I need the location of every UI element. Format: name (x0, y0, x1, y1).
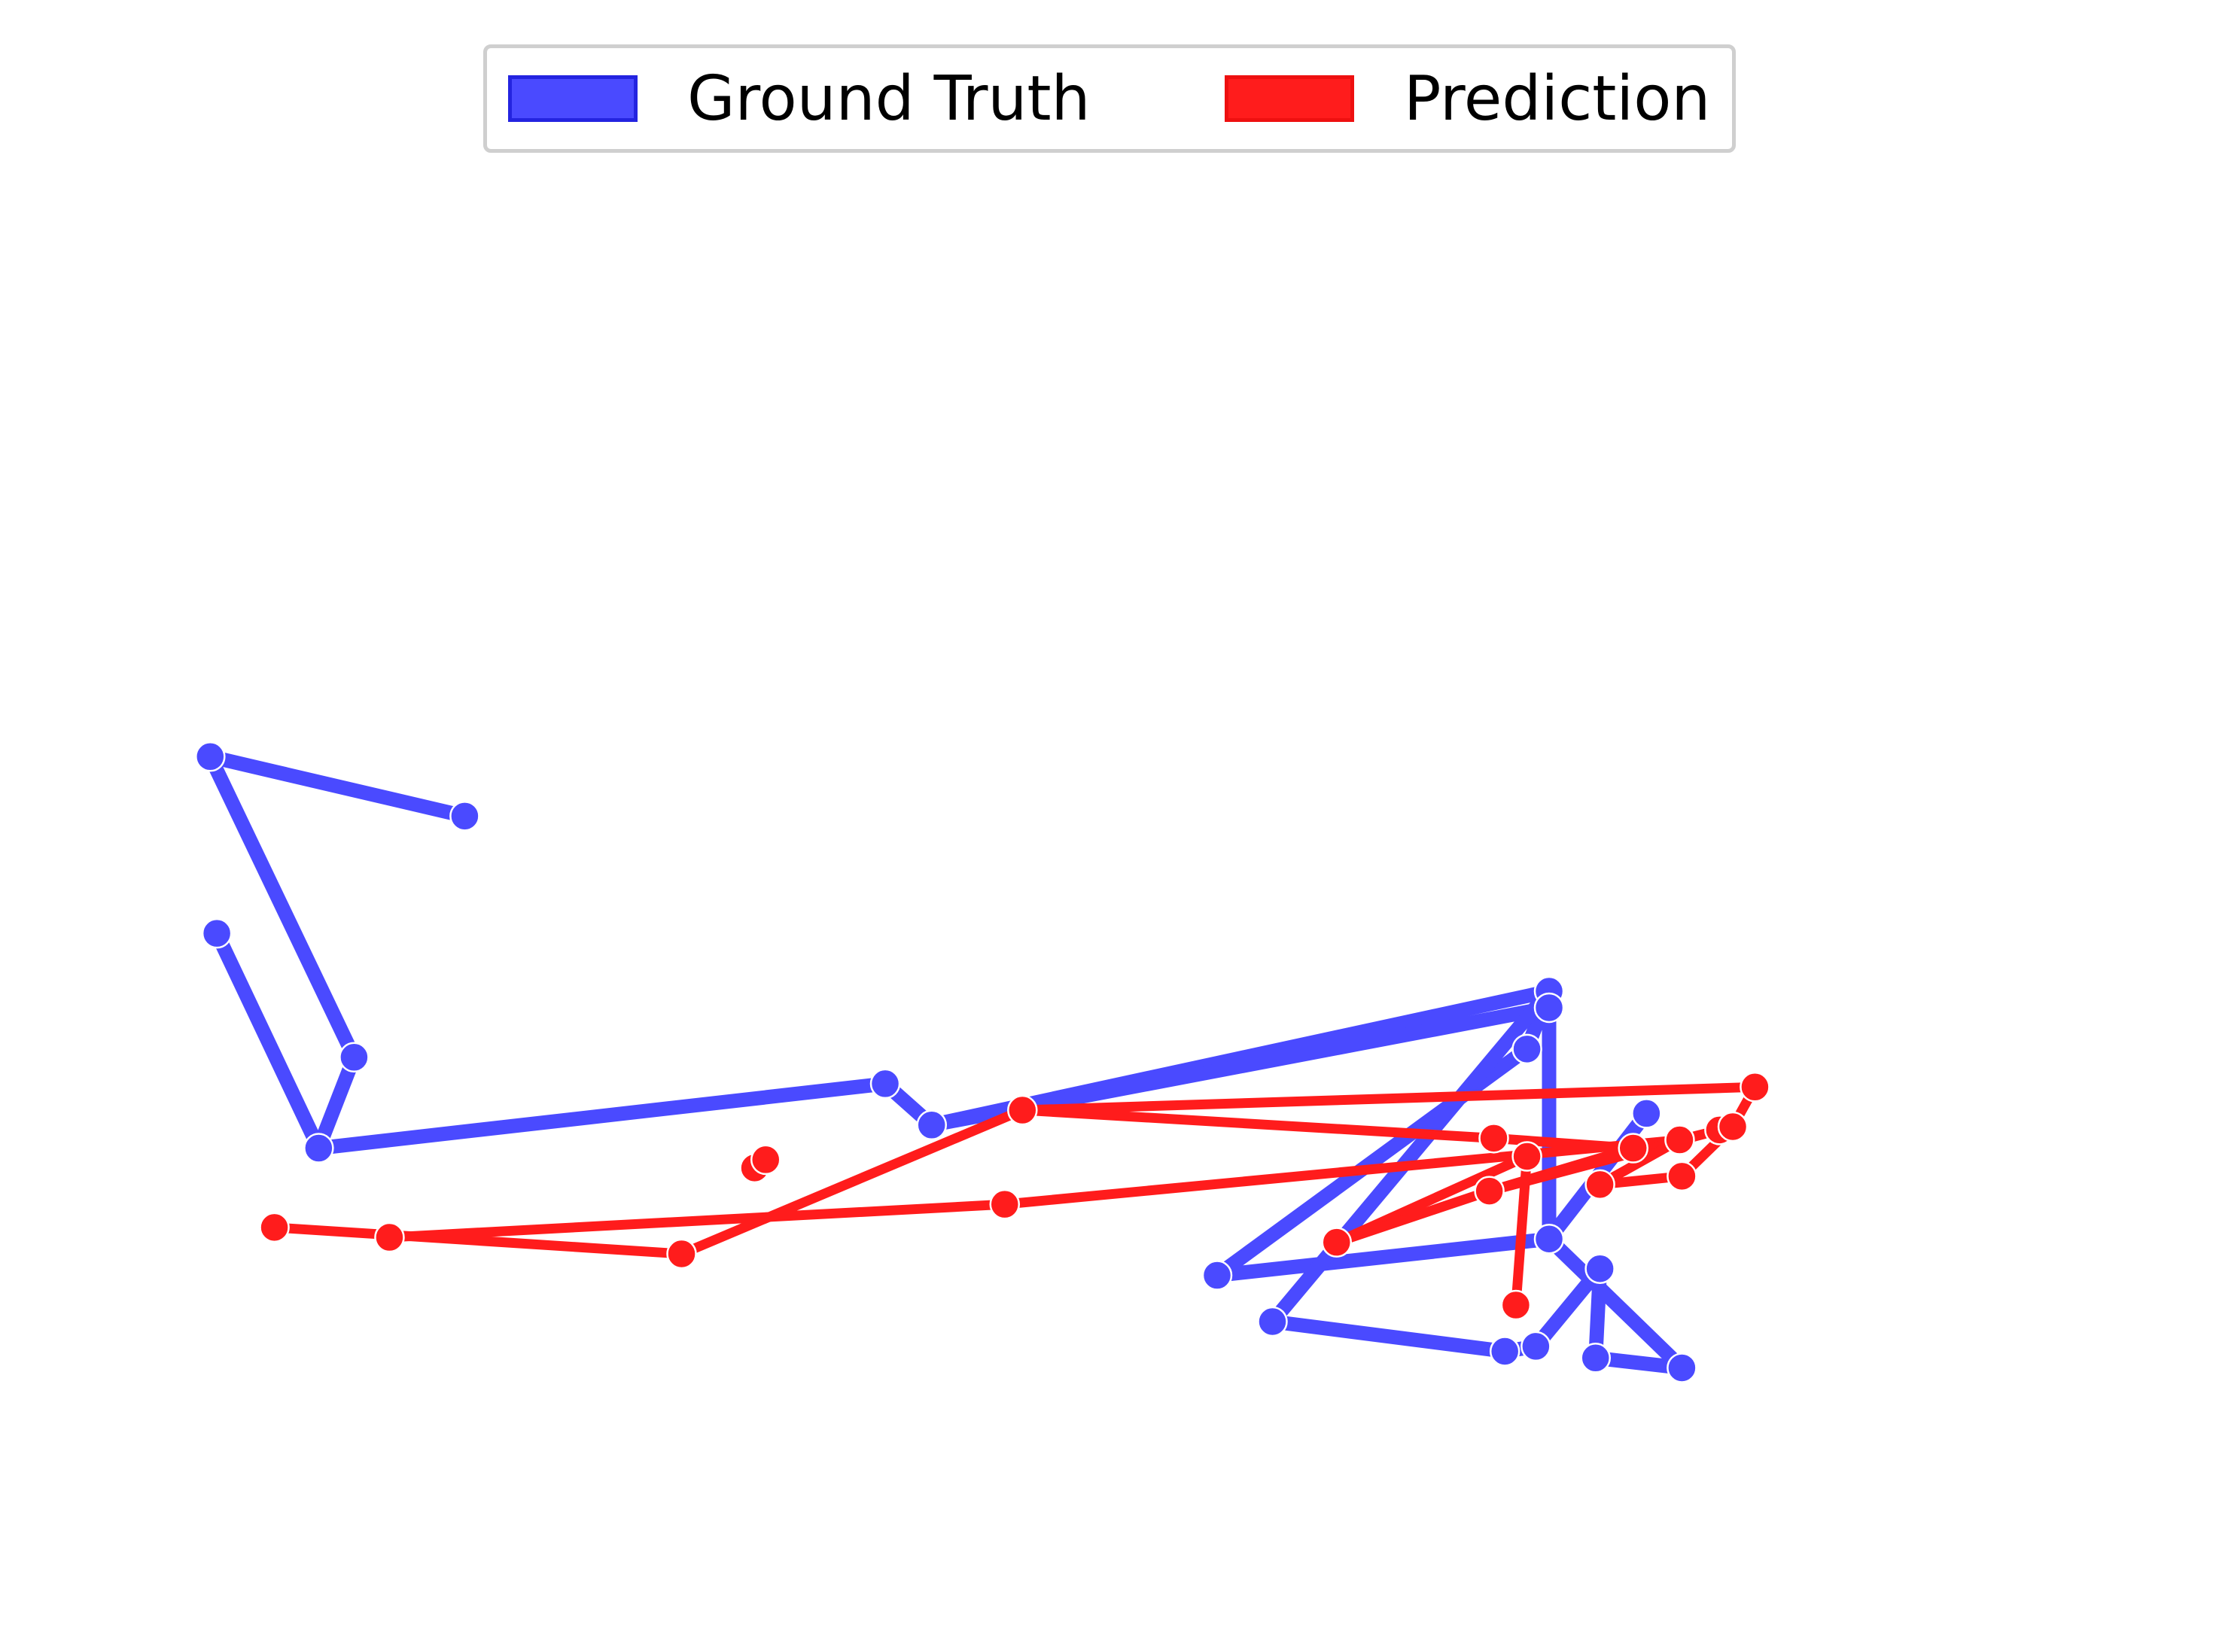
prediction-bone-0 (274, 1222, 682, 1259)
legend-entry-prediction: Prediction (1225, 48, 1710, 149)
ground-truth-joint-16 (1584, 1253, 1615, 1285)
prediction-joint-4 (750, 1144, 781, 1176)
prediction-joint-15 (1717, 1111, 1749, 1142)
ground-truth-joint-0 (449, 801, 480, 832)
prediction-joint-1 (374, 1222, 405, 1253)
ground-truth-joint-14 (1489, 1336, 1520, 1367)
prediction-bone-2 (1021, 1105, 1494, 1143)
prediction-swatch (1225, 75, 1354, 122)
ground-truth-bone-3 (210, 930, 325, 1152)
prediction-joint-0 (259, 1212, 290, 1243)
ground-truth-joint-10 (1631, 1098, 1662, 1129)
ground-truth-joint-8 (1511, 1033, 1542, 1065)
ground-truth-joint-15 (1520, 1331, 1551, 1362)
prediction-joint-18 (1474, 1176, 1505, 1206)
ground-truth-joint-12 (1201, 1260, 1233, 1291)
ground-truth-bone-0 (209, 750, 467, 823)
ground-truth-bone-1 (203, 753, 361, 1060)
prediction-joint-13 (1667, 1161, 1697, 1192)
prediction-joint-7 (1478, 1123, 1509, 1154)
prediction-joint-9 (1500, 1289, 1532, 1321)
ground-truth-label: Ground Truth (687, 62, 1091, 135)
ground-truth-joint-17 (1580, 1343, 1611, 1374)
ground-truth-joint-1 (195, 741, 226, 772)
ground-truth-joint-11 (1533, 1224, 1565, 1255)
ground-truth-bone-9 (1216, 1231, 1551, 1282)
prediction-joint-11 (1618, 1133, 1648, 1164)
prediction-joint-5 (1007, 1094, 1038, 1126)
prediction-joints (259, 1072, 1770, 1321)
ground-truth-joint-4 (303, 1133, 334, 1164)
legend-entry-ground-truth: Ground Truth (508, 48, 1091, 149)
ground-truth-bone-13 (1271, 1314, 1506, 1358)
prediction-joint-12 (1664, 1124, 1695, 1155)
prediction-bone-1 (679, 1106, 1024, 1258)
ground-truth-joint-6 (916, 1109, 947, 1141)
ground-truth-swatch (508, 75, 638, 122)
ground-truth-joint-5 (869, 1068, 901, 1100)
ground-truth-bone-2 (312, 1054, 361, 1151)
ground-truth-joint-2 (201, 917, 233, 949)
prediction-joint-2 (666, 1238, 697, 1270)
prediction-joint-17 (1321, 1227, 1353, 1258)
prediction-bone-4 (389, 1199, 1006, 1243)
prediction-joint-10 (1584, 1169, 1615, 1200)
prediction-bone-5 (1004, 1135, 1681, 1209)
ground-truth-bone-4 (318, 1076, 887, 1155)
ground-truth-bone-18 (1544, 1234, 1688, 1374)
ground-truth-joints (195, 741, 1697, 1383)
prediction-label: Prediction (1404, 62, 1711, 135)
ground-truth-joint-13 (1257, 1306, 1288, 1337)
prediction-joint-8 (1511, 1141, 1542, 1172)
prediction-bone-14 (1335, 1186, 1491, 1247)
prediction-joint-16 (1740, 1072, 1770, 1103)
ground-truth-bone-12 (1267, 986, 1555, 1327)
ground-truth-joint-18 (1667, 1352, 1697, 1383)
prediction-joint-6 (989, 1188, 1021, 1220)
ground-truth-joint-9 (1533, 992, 1565, 1024)
ground-truth-bones (203, 750, 1688, 1375)
legend: Ground Truth Prediction (483, 44, 1736, 153)
prediction-bone-8 (1022, 1082, 1755, 1115)
ground-truth-joint-3 (339, 1042, 370, 1073)
